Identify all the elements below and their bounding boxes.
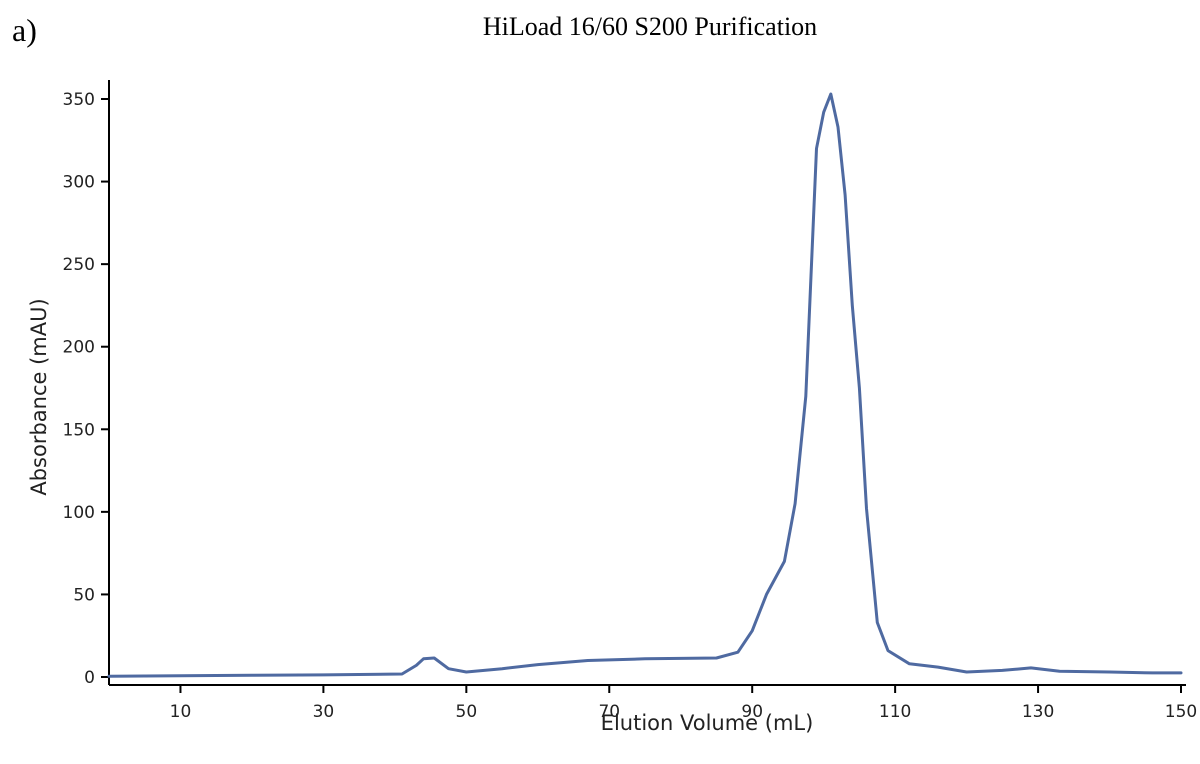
x-ticks: 10 30 50 70 90 110 130 150 bbox=[170, 685, 1197, 722]
y-tick-label: 100 bbox=[63, 503, 95, 523]
y-tick-label: 300 bbox=[63, 173, 95, 193]
axes bbox=[108, 80, 1186, 686]
x-tick-label: 30 bbox=[313, 702, 335, 722]
x-tick-label: 130 bbox=[1022, 702, 1054, 722]
y-tick-label: 350 bbox=[63, 90, 95, 110]
x-tick-label: 90 bbox=[741, 702, 763, 722]
y-tick-label: 50 bbox=[73, 585, 95, 605]
y-ticks: 0 50 100 150 200 250 300 350 bbox=[63, 90, 109, 688]
x-tick-label: 70 bbox=[598, 702, 620, 722]
x-tick-label: 110 bbox=[879, 702, 911, 722]
y-tick-label: 0 bbox=[84, 668, 95, 688]
y-axis-label: Absorbance (mAU) bbox=[27, 298, 51, 495]
absorbance-series-line bbox=[107, 92, 1183, 678]
y-tick-label: 200 bbox=[63, 338, 95, 358]
x-axis-label: Elution Volume (mL) bbox=[601, 711, 814, 735]
y-tick-label: 250 bbox=[63, 255, 95, 275]
x-tick-label: 150 bbox=[1165, 702, 1197, 722]
panel-label: a) bbox=[12, 12, 37, 48]
x-tick-label: 50 bbox=[456, 702, 478, 722]
x-tick-label: 10 bbox=[170, 702, 192, 722]
chart-title: HiLoad 16/60 S200 Purification bbox=[482, 12, 818, 41]
y-tick-label: 150 bbox=[63, 420, 95, 440]
